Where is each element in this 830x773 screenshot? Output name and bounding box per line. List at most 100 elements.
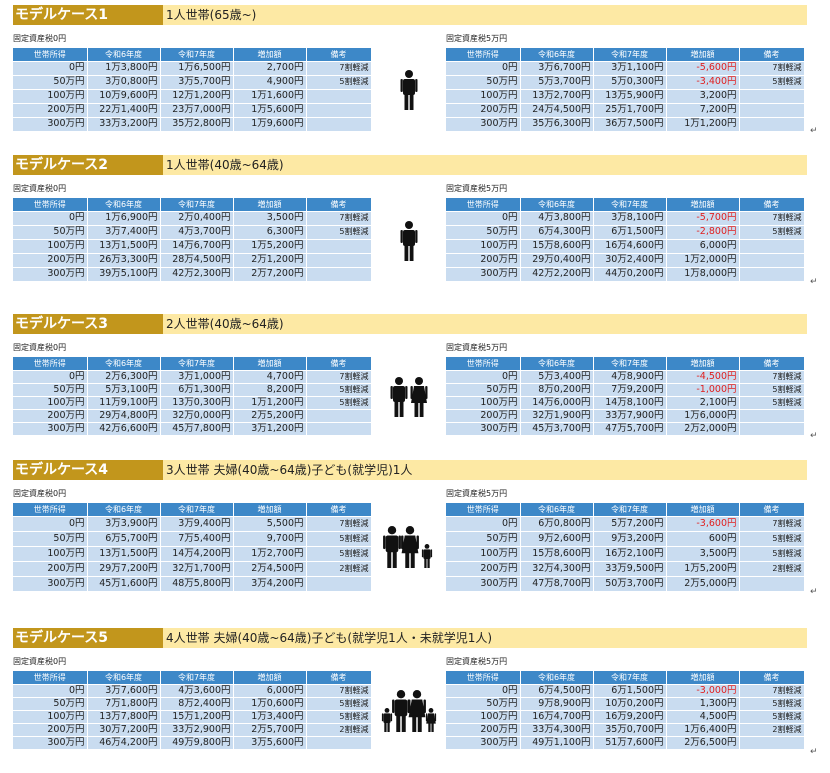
model-case-section: モデルケース4 3人世帯 夫婦(40歳~64歳)子ども(就学児)1人 固定資産税0円… xyxy=(0,460,830,597)
note-cell: 7割軽減 xyxy=(739,211,805,226)
table-row: 100万円 10万9,600円 12万1,200円 1万1,600円 xyxy=(13,89,372,104)
table-row: 50万円 3万7,400円 4万3,700円 6,300円 5割軽減 xyxy=(13,225,372,240)
income-cell: 50万円 xyxy=(13,697,88,711)
return-mark: ↵ xyxy=(810,587,818,597)
column-header: 備考 xyxy=(306,48,372,62)
amount-cell: 1万6,400円 xyxy=(666,723,740,737)
income-cell: 0円 xyxy=(446,211,521,226)
amount-cell: 6万5,700円 xyxy=(87,531,161,547)
table-row: 100万円 13万1,500円 14万4,200円 1万2,700円 5割軽減 xyxy=(13,546,372,562)
column-header: 世帯所得 xyxy=(13,198,88,212)
column-header: 令和7年度 xyxy=(593,503,667,517)
return-mark: ↵ xyxy=(810,277,818,287)
tax0-label: 固定資産税0円 xyxy=(13,34,67,43)
note-cell: 5割軽減 xyxy=(739,531,805,547)
case-title: モデルケース2 xyxy=(13,155,163,175)
amount-cell: 5万3,400円 xyxy=(520,370,594,384)
amount-cell: 46万4,200円 xyxy=(87,736,161,750)
amount-cell: 4万3,700円 xyxy=(160,225,234,240)
single-person-icon xyxy=(379,68,439,116)
amount-cell: 14万8,100円 xyxy=(593,396,667,410)
note-cell: 5割軽減 xyxy=(306,697,372,711)
income-cell: 50万円 xyxy=(446,75,521,90)
note-cell: 2割軽減 xyxy=(306,561,372,577)
tax0-table: 世帯所得 令和6年度 令和7年度 増加額 備考 0円 2万6,300円 3万1,000円 4,7… xyxy=(13,357,372,436)
tax0-label: 固定資産税0円 xyxy=(13,657,67,666)
tax0-table: 世帯所得 令和6年度 令和7年度 増加額 備考 0円 1万3,800円 1万6,500円 2,7… xyxy=(13,48,372,132)
amount-cell: 1万8,000円 xyxy=(666,267,740,282)
column-header: 令和7年度 xyxy=(593,671,667,685)
note-cell: 5割軽減 xyxy=(306,710,372,724)
note-cell: 7割軽減 xyxy=(739,684,805,698)
note-cell xyxy=(739,422,805,436)
note-cell: 5割軽減 xyxy=(306,396,372,410)
income-cell: 200万円 xyxy=(13,561,88,577)
note-cell: 7割軽減 xyxy=(739,370,805,384)
income-cell: 200万円 xyxy=(446,103,521,118)
column-header: 令和6年度 xyxy=(520,48,594,62)
amount-cell: 9万8,900円 xyxy=(520,697,594,711)
amount-cell: 29万4,800円 xyxy=(87,409,161,423)
column-header: 増加額 xyxy=(666,198,740,212)
income-cell: 300万円 xyxy=(446,422,521,436)
amount-cell: 1万6,500円 xyxy=(160,61,234,76)
amount-cell: 13万1,500円 xyxy=(87,546,161,562)
column-header: 令和6年度 xyxy=(87,671,161,685)
amount-cell: 23万7,000円 xyxy=(160,103,234,118)
income-cell: 300万円 xyxy=(13,267,88,282)
amount-cell: 1万1,600円 xyxy=(233,89,307,104)
income-cell: 300万円 xyxy=(13,576,88,592)
income-cell: 0円 xyxy=(446,61,521,76)
amount-cell: 1万5,600円 xyxy=(233,103,307,118)
amount-cell: 45万7,800円 xyxy=(160,422,234,436)
amount-cell: 2万7,200円 xyxy=(233,267,307,282)
amount-cell: 4万3,800円 xyxy=(520,211,594,226)
column-header: 備考 xyxy=(739,503,805,517)
amount-cell: 33万4,300円 xyxy=(520,723,594,737)
case-title: モデルケース4 xyxy=(13,460,163,480)
amount-cell: 49万9,800円 xyxy=(160,736,234,750)
amount-cell: 22万1,400円 xyxy=(87,103,161,118)
amount-cell: 5万3,100円 xyxy=(87,383,161,397)
model-case-section: モデルケース1 1人世帯(65歳~) 固定資産税0円 固定資産税5万円 世帯所得 令和6年… xyxy=(0,5,830,136)
note-cell xyxy=(739,409,805,423)
tax5-label: 固定資産税5万円 xyxy=(446,657,508,666)
note-cell: 5割軽減 xyxy=(306,75,372,90)
return-mark: ↵ xyxy=(810,126,818,136)
income-cell: 0円 xyxy=(13,516,88,532)
table-row: 0円 3万3,900円 3万9,400円 5,500円 7割軽減 xyxy=(13,516,372,532)
table-row: 300万円 47万8,700円 50万3,700円 2万5,000円 xyxy=(446,576,805,592)
return-mark: ↵ xyxy=(810,747,818,757)
note-cell xyxy=(739,576,805,592)
table-row: 200万円 26万3,300円 28万4,500円 2万1,200円 xyxy=(13,253,372,268)
note-cell xyxy=(306,117,372,132)
couple-icon xyxy=(379,375,439,423)
income-cell: 300万円 xyxy=(13,422,88,436)
amount-cell: 28万4,500円 xyxy=(160,253,234,268)
column-header: 備考 xyxy=(739,357,805,371)
table-row: 200万円 32万1,900円 33万7,900円 1万6,000円 xyxy=(446,409,805,423)
note-cell xyxy=(306,409,372,423)
table-row: 300万円 42万2,200円 44万0,200円 1万8,000円 xyxy=(446,267,805,282)
income-cell: 50万円 xyxy=(13,225,88,240)
column-header: 令和7年度 xyxy=(593,198,667,212)
column-header: 世帯所得 xyxy=(446,671,521,685)
amount-cell: 42万2,200円 xyxy=(520,267,594,282)
column-header: 世帯所得 xyxy=(446,48,521,62)
column-header: 令和7年度 xyxy=(160,357,234,371)
amount-cell: -5,700円 xyxy=(666,211,740,226)
column-header: 令和6年度 xyxy=(87,48,161,62)
note-cell: 7割軽減 xyxy=(739,61,805,76)
family-four-icon xyxy=(379,690,439,738)
amount-cell: 26万3,300円 xyxy=(87,253,161,268)
income-cell: 200万円 xyxy=(13,409,88,423)
table-row: 50万円 9万8,900円 10万0,200円 1,300円 5割軽減 xyxy=(446,697,805,711)
income-cell: 200万円 xyxy=(13,723,88,737)
income-cell: 200万円 xyxy=(446,253,521,268)
income-cell: 0円 xyxy=(13,370,88,384)
amount-cell: 16万9,200円 xyxy=(593,710,667,724)
amount-cell: 3万9,400円 xyxy=(160,516,234,532)
tax0-table: 世帯所得 令和6年度 令和7年度 増加額 備考 0円 3万7,600円 4万3,600円 6,0… xyxy=(13,671,372,750)
income-cell: 200万円 xyxy=(446,561,521,577)
column-header: 増加額 xyxy=(666,671,740,685)
